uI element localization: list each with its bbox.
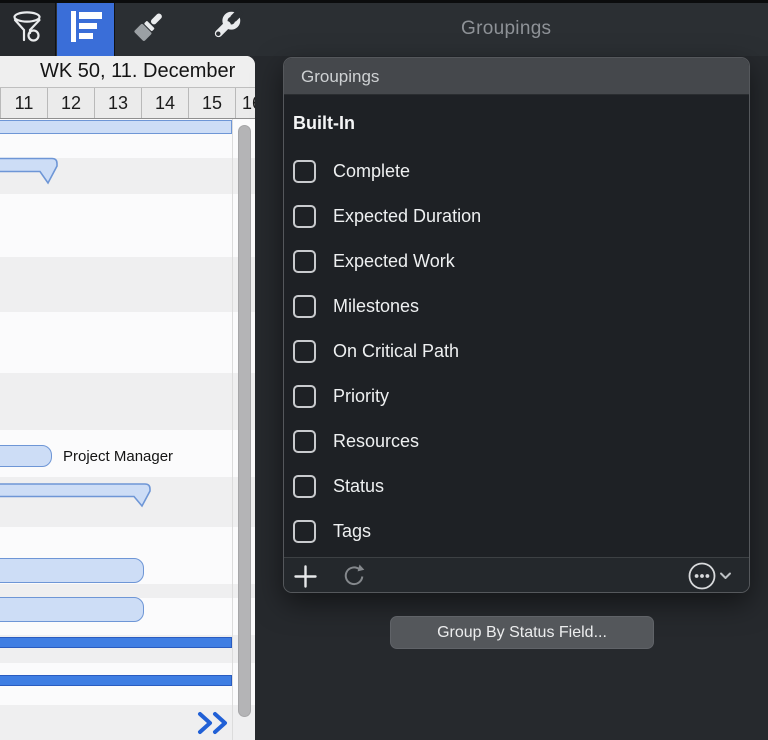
grouping-checkbox[interactable]	[293, 205, 316, 228]
grouping-checkbox[interactable]	[293, 250, 316, 273]
task-resource-label: Project Manager	[63, 448, 174, 465]
outline-groupings-icon	[69, 10, 103, 49]
grouping-checkbox[interactable]	[293, 385, 316, 408]
popover-title: Groupings	[284, 58, 749, 95]
day-header-cell: 12	[47, 88, 94, 118]
add-grouping-button[interactable]	[292, 563, 318, 589]
day-header-cell: 13	[94, 88, 141, 118]
grouping-label: Expected Duration	[333, 206, 482, 226]
grouping-row[interactable]: Tags	[293, 509, 749, 554]
grouping-row[interactable]: Status	[293, 464, 749, 509]
grouping-label: Priority	[333, 386, 390, 406]
week-label: WK 50, 11. December	[40, 60, 236, 82]
grouping-label: Complete	[333, 161, 411, 181]
grouping-checkbox[interactable]	[293, 295, 316, 318]
wrench-icon	[206, 8, 244, 51]
group-by-status-button[interactable]: Group By Status Field...	[390, 616, 654, 649]
gantt-body: Project Manager	[0, 119, 255, 740]
popover-body: Built-In Complete Expected Duration Expe…	[284, 95, 749, 558]
grouping-row[interactable]: Expected Work	[293, 239, 749, 284]
grouping-row[interactable]: Expected Duration	[293, 194, 749, 239]
toolbar-title: Groupings	[461, 18, 552, 39]
popover-footer	[284, 557, 749, 592]
grouping-checkbox[interactable]	[293, 430, 316, 453]
gantt-group-bar[interactable]	[0, 675, 232, 686]
day-header-cell: 15	[188, 88, 235, 118]
grouping-label: Tags	[333, 521, 372, 541]
groupings-button[interactable]	[57, 3, 115, 56]
gantt-task-bar[interactable]	[0, 558, 144, 583]
grouping-row[interactable]: Resources	[293, 419, 749, 464]
more-options-button[interactable]	[687, 561, 739, 592]
gantt-day-header: 11 12 13 14 15 16	[0, 88, 255, 119]
row-stripe	[0, 373, 255, 430]
ellipsis-circle-icon	[688, 562, 716, 590]
gantt-task-bar[interactable]	[0, 120, 232, 134]
grouping-row[interactable]: On Critical Path	[293, 329, 749, 374]
grouping-label: Expected Work	[333, 251, 455, 271]
row-stripe	[0, 584, 255, 598]
grouping-list: Complete Expected Duration Expected Work…	[293, 149, 749, 554]
refresh-icon	[344, 564, 365, 586]
grouping-checkbox[interactable]	[293, 475, 316, 498]
grouping-label: Resources	[333, 431, 420, 451]
paintbrush-icon	[130, 9, 166, 50]
row-stripe	[0, 705, 255, 740]
gantt-group-bar[interactable]	[0, 637, 232, 648]
chevron-down-icon	[720, 572, 731, 579]
groupings-popover: Groupings Built-In Complete Expected Dur…	[283, 57, 750, 593]
grouping-row[interactable]: Milestones	[293, 284, 749, 329]
toolbar: Groupings	[0, 0, 768, 56]
grouping-label: Milestones	[333, 296, 420, 316]
grouping-label: On Critical Path	[333, 341, 460, 361]
gantt-week-header: WK 50, 11. December	[0, 56, 255, 88]
grouping-checkbox[interactable]	[293, 520, 316, 543]
gantt-summary-bar[interactable]	[0, 157, 60, 187]
funnel-icon	[11, 9, 45, 50]
gantt-task-bar[interactable]	[0, 597, 144, 622]
day-header-cell: 14	[141, 88, 188, 118]
double-chevron-right-icon[interactable]	[196, 710, 232, 736]
filter-button[interactable]	[0, 3, 56, 56]
refresh-button[interactable]	[340, 563, 366, 589]
column-divider	[232, 119, 233, 740]
row-stripe	[0, 257, 255, 312]
tools-button[interactable]	[198, 3, 252, 56]
plus-icon	[293, 564, 317, 588]
grouping-row[interactable]: Complete	[293, 149, 749, 194]
vertical-scrollbar-thumb[interactable]	[238, 125, 251, 717]
grouping-checkbox[interactable]	[293, 340, 316, 363]
section-built-in: Built-In	[293, 113, 355, 133]
day-header-cell: 11	[0, 88, 47, 118]
grouping-checkbox[interactable]	[293, 160, 316, 183]
gantt-task-bar[interactable]	[0, 445, 52, 467]
gantt-sheet: WK 50, 11. December 11 12 13 14 15 16	[0, 56, 255, 740]
styles-button[interactable]	[122, 3, 174, 56]
day-header-cell: 16	[235, 88, 255, 118]
grouping-label: Status	[333, 476, 385, 496]
gantt-summary-bar[interactable]	[0, 483, 154, 509]
grouping-row[interactable]: Priority	[293, 374, 749, 419]
